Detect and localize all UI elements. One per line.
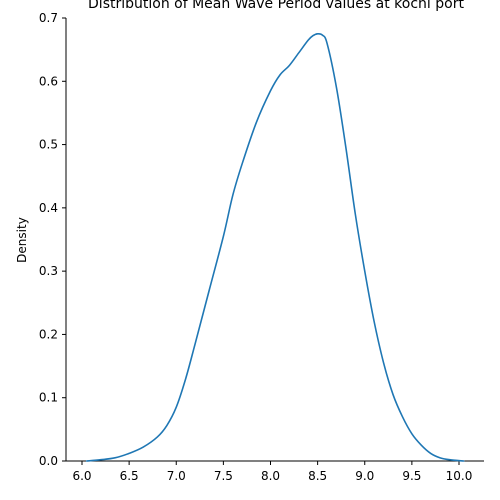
y-tick-label: 0.5 (39, 138, 58, 152)
chart-title: Distribution of Mean Wave Period values … (88, 0, 464, 12)
y-tick-label: 0.0 (39, 454, 58, 468)
y-axis-label: Density (15, 217, 29, 263)
y-tick-label: 0.7 (39, 11, 58, 25)
density-curve-line (85, 32, 465, 462)
x-tick-label: 6.5 (120, 469, 139, 483)
y-tick-label: 0.4 (39, 201, 58, 215)
x-tick-label: 9.5 (402, 469, 421, 483)
series-layer (85, 32, 465, 462)
x-tick-label: 8.5 (308, 469, 327, 483)
x-tick-label: 6.0 (72, 469, 91, 483)
x-tick-label: 8.0 (261, 469, 280, 483)
x-tick-label: 10.0 (446, 469, 473, 483)
y-axis-ticks: 0.0 0.1 0.2 0.3 0.4 0.5 0.6 0.7 (39, 11, 66, 468)
y-tick-label: 0.3 (39, 264, 58, 278)
x-tick-label: 7.5 (214, 469, 233, 483)
x-axis-ticks: 6.0 6.5 7.0 7.5 8.0 8.5 9.0 9.5 10.0 (72, 461, 472, 483)
y-tick-label: 0.2 (39, 327, 58, 341)
x-tick-label: 9.0 (355, 469, 374, 483)
x-tick-label: 7.0 (167, 469, 186, 483)
y-tick-label: 0.6 (39, 74, 58, 88)
y-tick-label: 0.1 (39, 391, 58, 405)
